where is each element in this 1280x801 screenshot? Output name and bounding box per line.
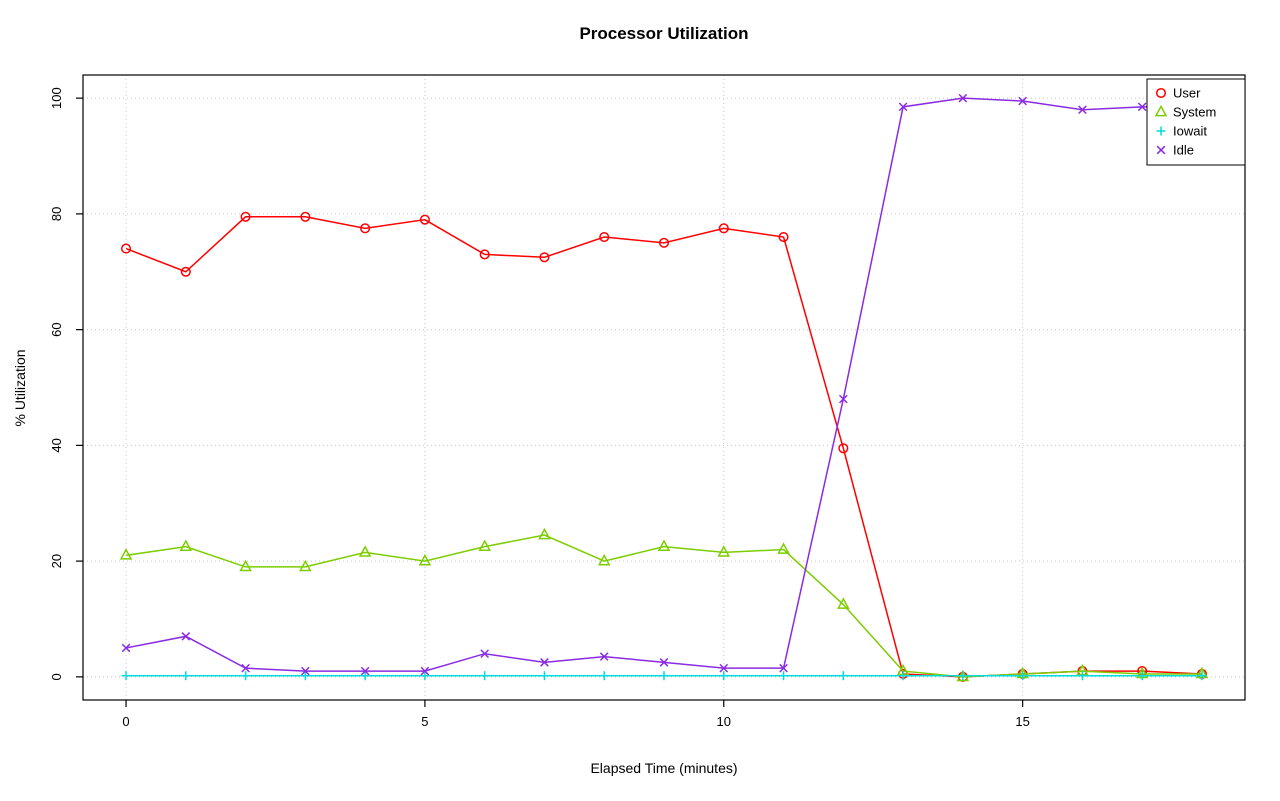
svg-text:100: 100 [49, 87, 64, 109]
svg-text:60: 60 [49, 322, 64, 336]
svg-text:System: System [1173, 105, 1216, 120]
svg-text:20: 20 [49, 554, 64, 568]
legend-item-idle: Idle [1156, 143, 1194, 158]
grid-lines [83, 75, 1245, 700]
svg-text:40: 40 [49, 438, 64, 452]
svg-text:0: 0 [49, 673, 64, 680]
series-user [120, 211, 1208, 682]
plot-border [82, 74, 1246, 701]
series-iowait [121, 671, 1207, 681]
legend-item-iowait: Iowait [1156, 124, 1207, 139]
axis-tick-labels: 0 5 10 15 0 20 40 60 80 100 [49, 87, 1030, 729]
axis-ticks [76, 97, 1024, 707]
legend-item-user: User [1155, 86, 1201, 101]
x-axis-label: Elapsed Time (minutes) [590, 760, 738, 776]
series-idle [121, 93, 1207, 676]
svg-text:10: 10 [717, 714, 731, 729]
series-system [119, 527, 1209, 682]
svg-text:0: 0 [122, 714, 129, 729]
svg-text:80: 80 [49, 207, 64, 221]
svg-text:15: 15 [1015, 714, 1029, 729]
legend: User System Iowait Idle [1146, 78, 1246, 166]
svg-text:Idle: Idle [1173, 143, 1194, 158]
legend-item-system: System [1154, 105, 1216, 120]
svg-text:Iowait: Iowait [1173, 124, 1207, 139]
svg-text:5: 5 [421, 714, 428, 729]
svg-text:User: User [1173, 86, 1201, 101]
chart-title: Processor Utilization [579, 24, 749, 43]
